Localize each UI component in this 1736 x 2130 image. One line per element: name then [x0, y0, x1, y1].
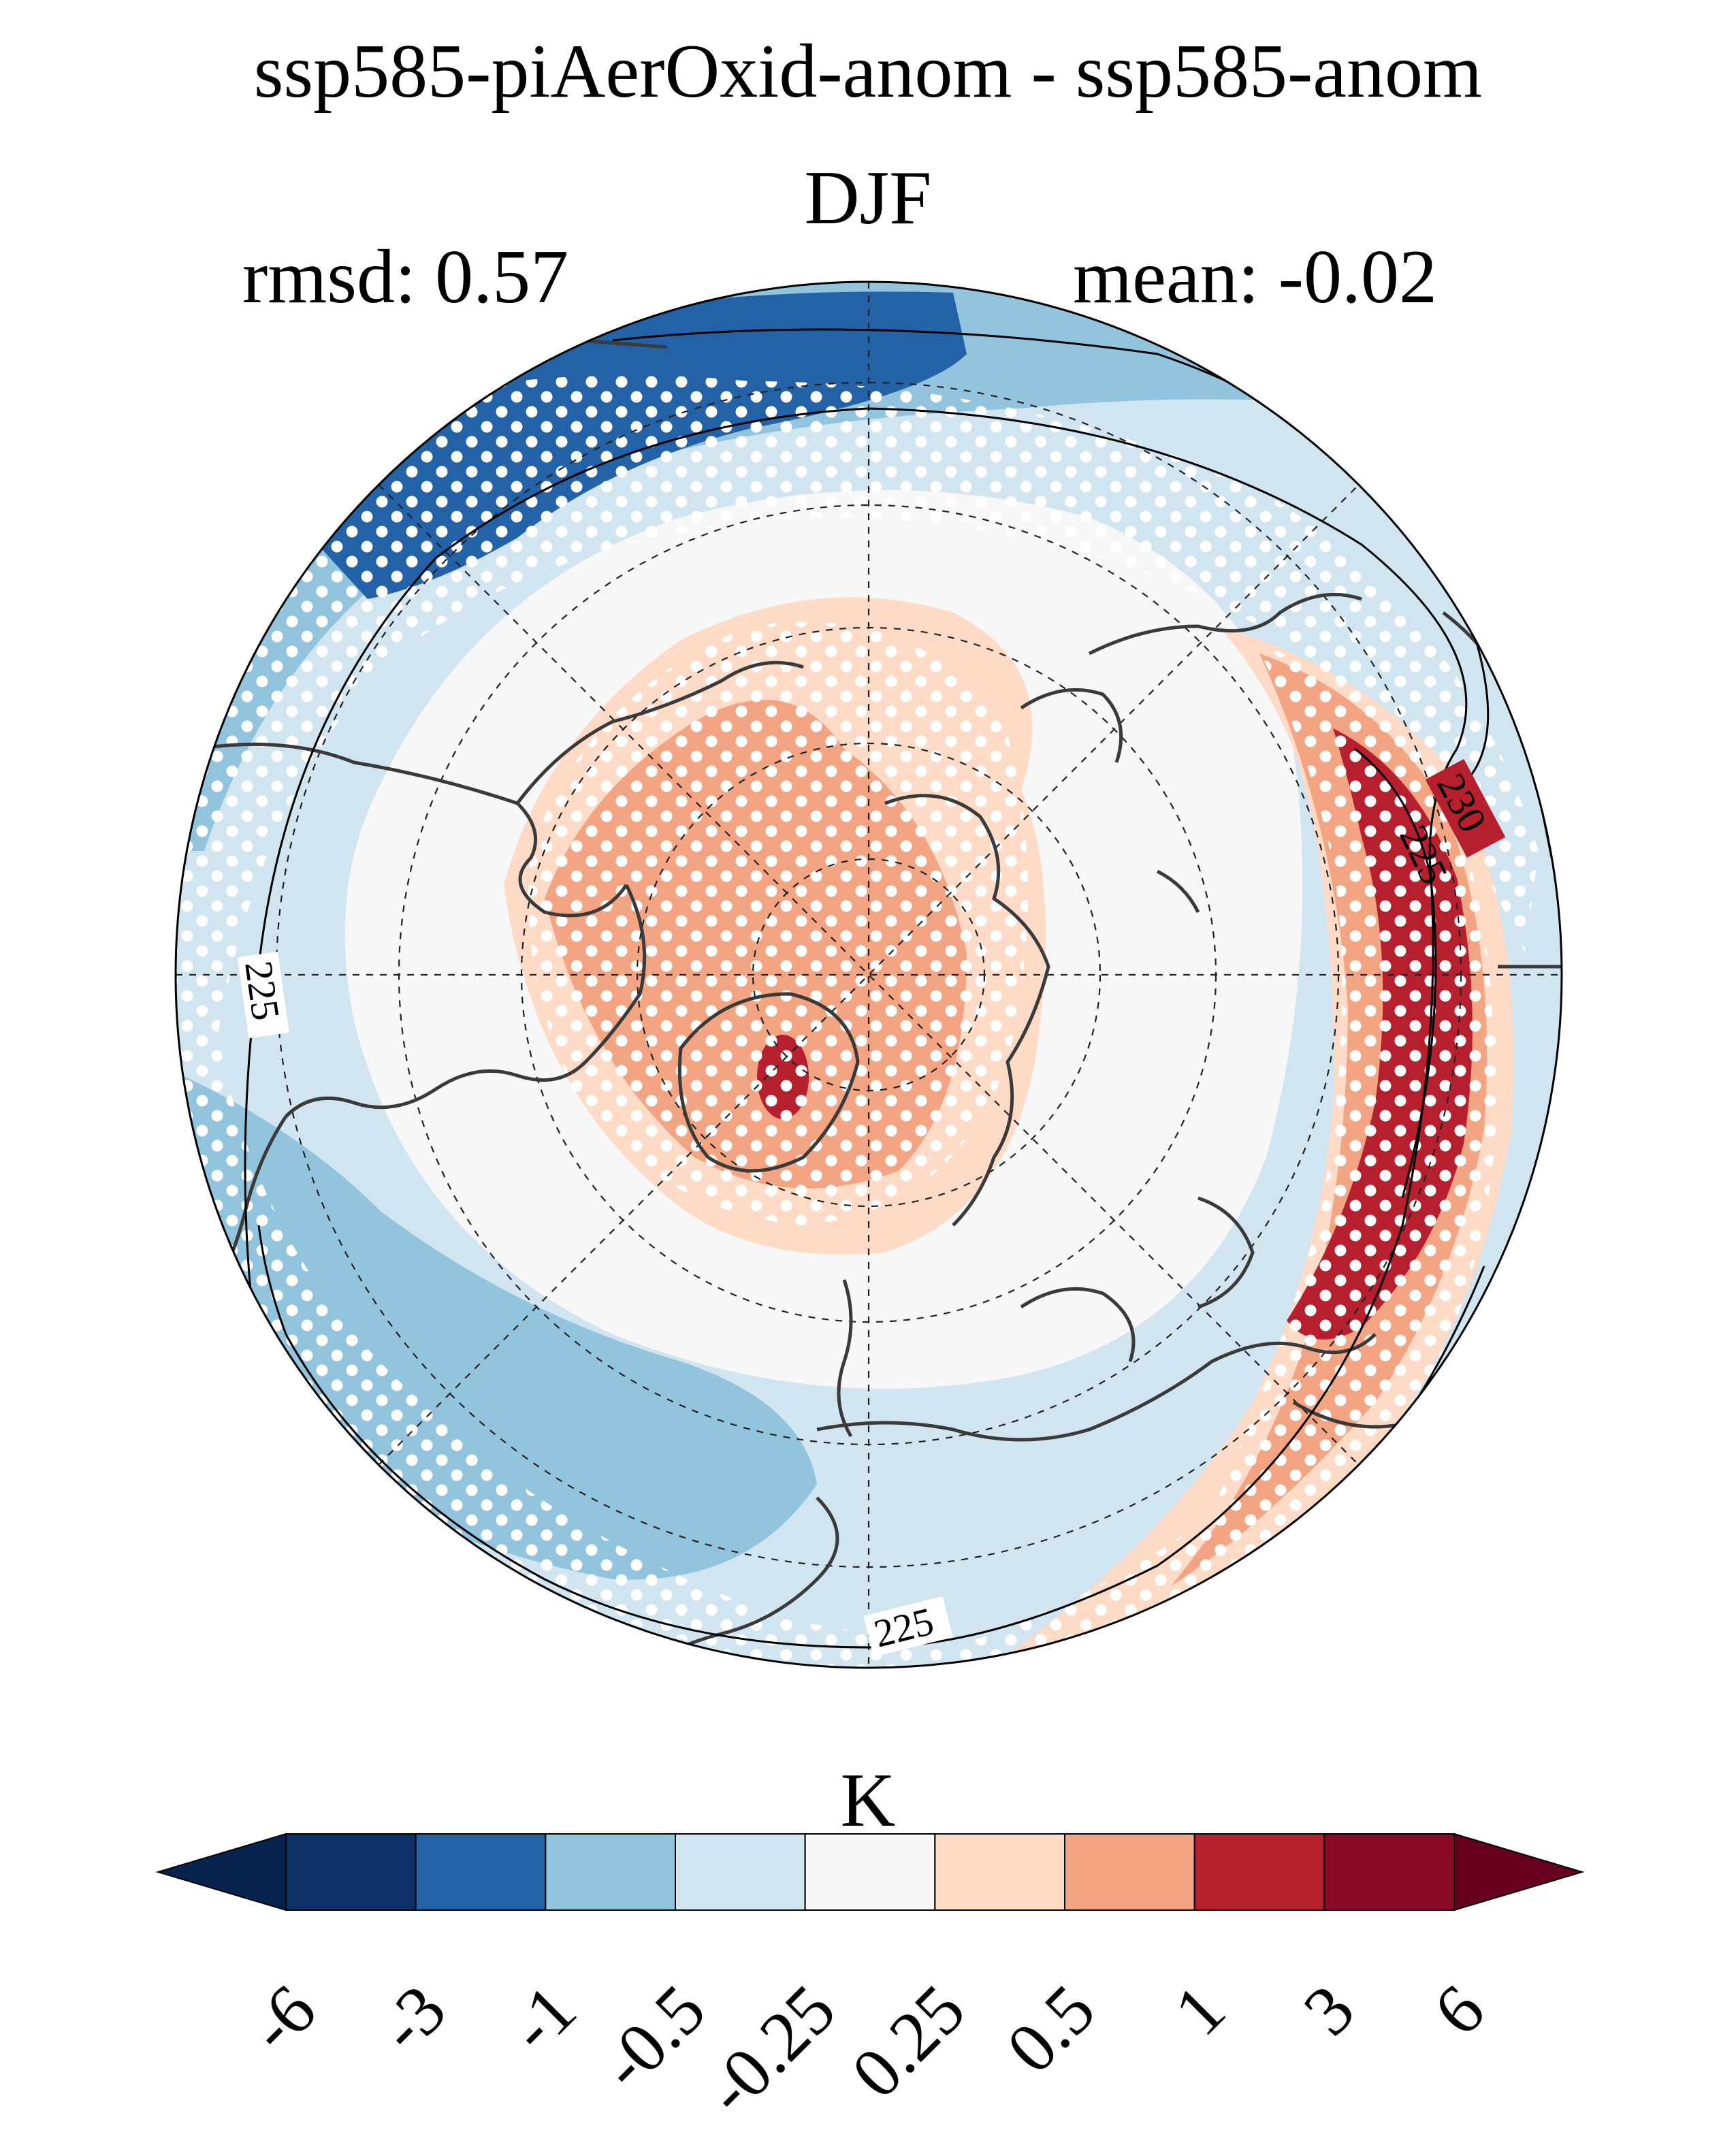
- contour-label-225-west: 225: [236, 958, 288, 1023]
- season-label: DJF: [804, 156, 932, 240]
- colorbar-extend-low: [155, 1833, 287, 1911]
- stipple-arctic: [528, 622, 1028, 1225]
- colorbar-extend-high: [1453, 1833, 1585, 1911]
- map-title: ssp585-piAerOxid-anom - ssp585-anom: [253, 29, 1483, 114]
- colorbar-swatch: [1193, 1833, 1325, 1911]
- colorbar-swatch: [415, 1833, 547, 1911]
- colorbar-swatch: [934, 1833, 1066, 1911]
- colorbar-swatch: [1064, 1833, 1195, 1911]
- graticule: [176, 282, 1562, 1668]
- anomaly-field: [176, 282, 1562, 1668]
- colorbar-swatch: [545, 1833, 676, 1911]
- contour-labels: 230 225 225 225: [236, 758, 1506, 1658]
- mean-label: mean: -0.02: [1073, 235, 1437, 319]
- polar-map: 230 225 225 225: [174, 280, 1563, 1669]
- colorbar-units: K: [840, 1758, 896, 1843]
- rmsd-label: rmsd: 0.57: [242, 235, 569, 319]
- colorbar-swatch: [804, 1833, 936, 1911]
- colorbar-swatch: [675, 1833, 806, 1911]
- colorbar-swatch: [285, 1833, 417, 1911]
- stipple-jet: [1212, 640, 1494, 1511]
- map-boundary: [174, 280, 1563, 1669]
- colorbar-swatch: [1323, 1833, 1456, 1911]
